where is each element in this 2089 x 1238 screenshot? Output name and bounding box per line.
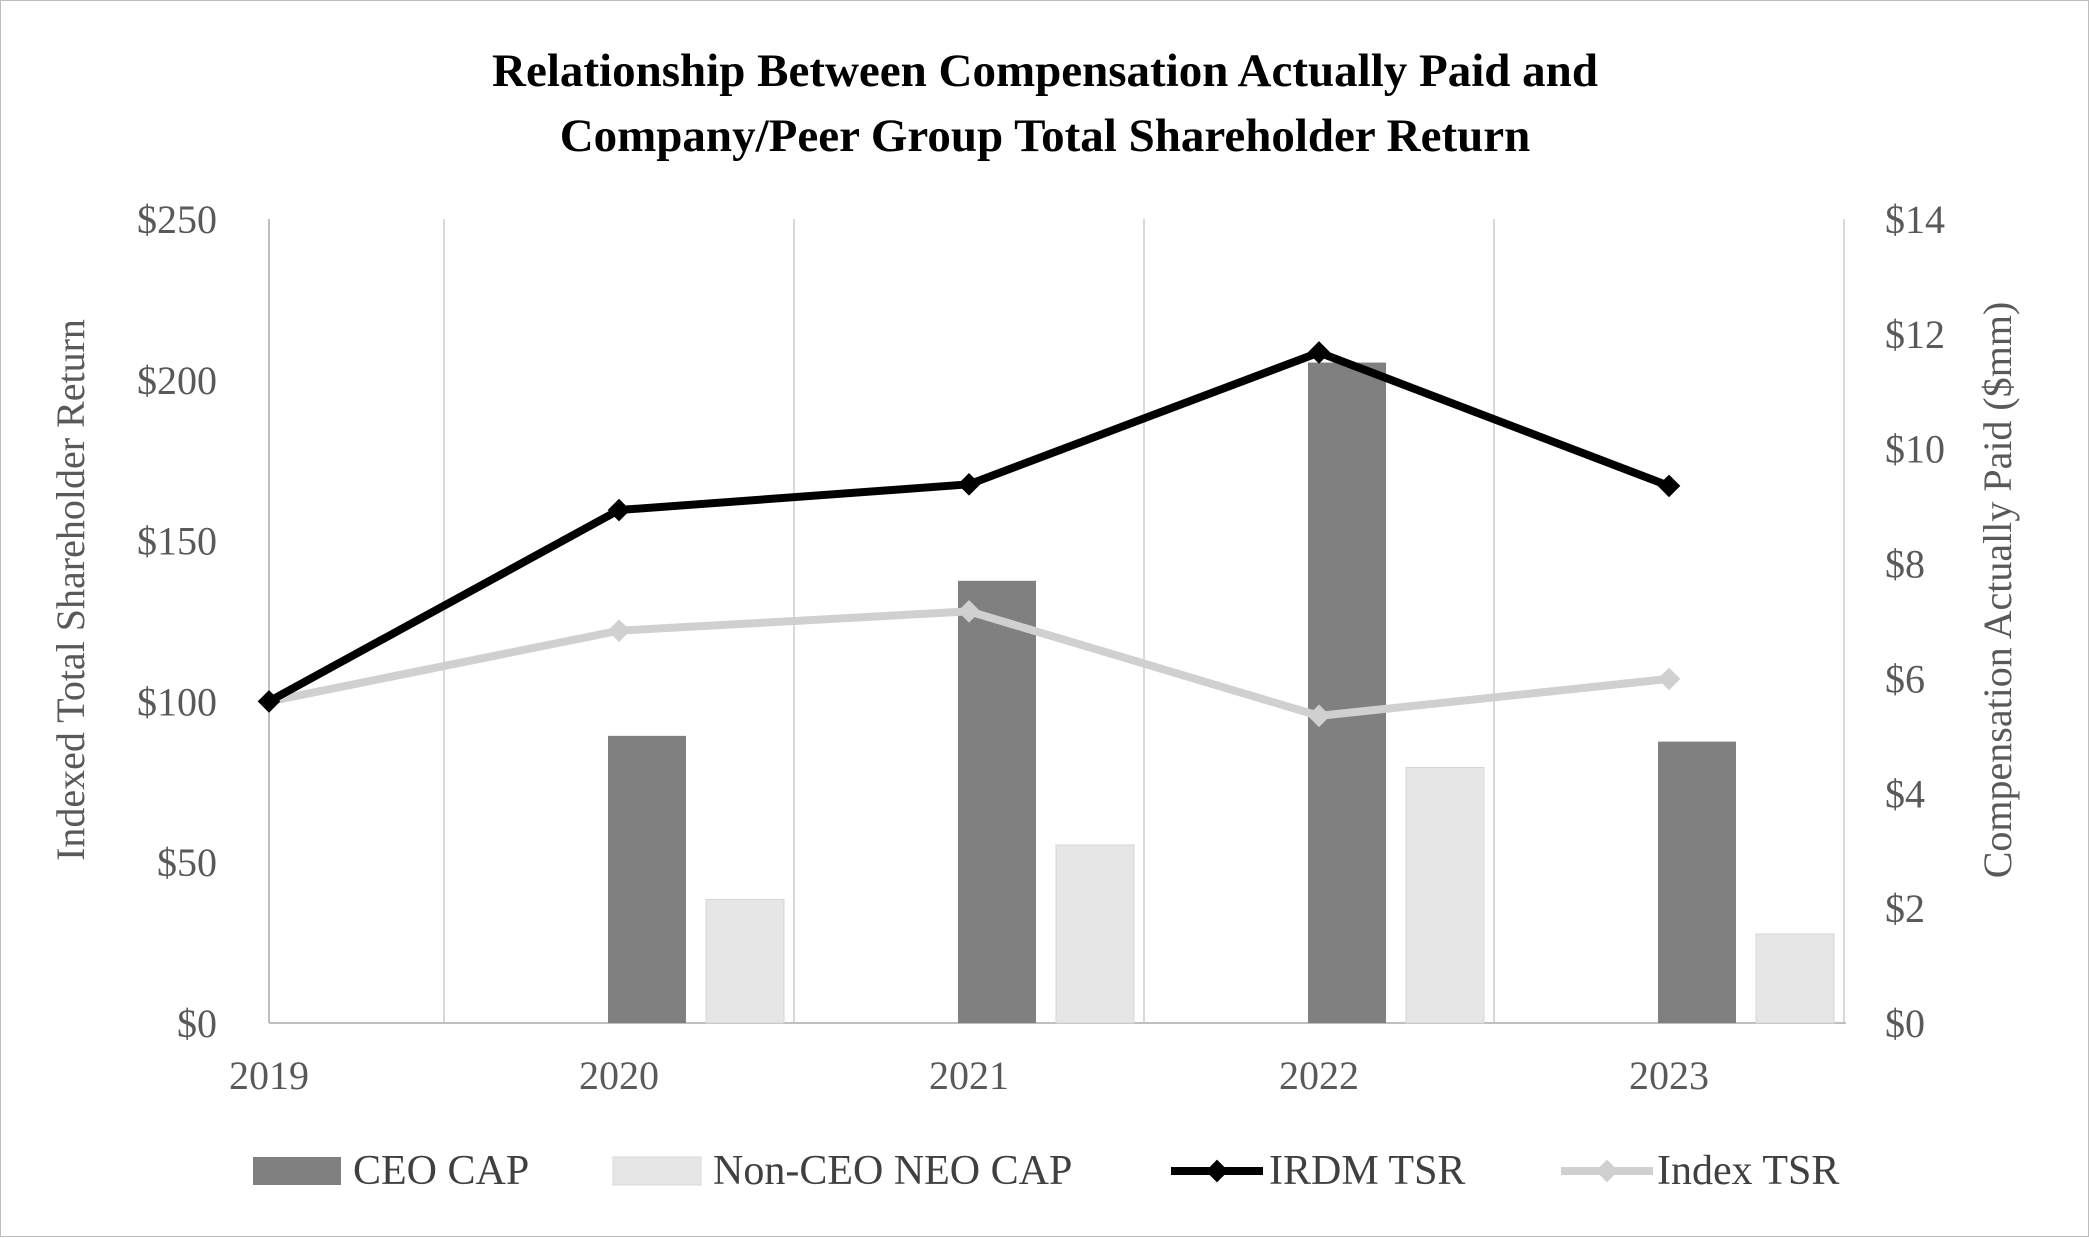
- point-index-tsr: [1657, 667, 1681, 691]
- point-irdm-tsr: [1307, 341, 1331, 364]
- left-axis-title: Indexed Total Shareholder Return: [48, 319, 93, 861]
- legend-label-index-tsr: Index TSR: [1657, 1148, 1839, 1194]
- point-index-tsr: [607, 619, 631, 642]
- right-tick-label: $2: [1885, 886, 1925, 931]
- bar-non-ceo-neo-cap: [1755, 933, 1835, 1024]
- bar-non-ceo-neo-cap: [1405, 766, 1485, 1024]
- bar-ceo-cap: [1308, 362, 1386, 1024]
- legend-label-irdm-tsr: IRDM TSR: [1269, 1148, 1465, 1194]
- bar-ceo-cap: [1658, 741, 1736, 1023]
- right-tick-label: $4: [1885, 771, 1925, 816]
- bar-non-ceo-neo-cap: [705, 899, 785, 1024]
- right-tick-label: $14: [1885, 197, 1945, 242]
- right-axis-title: Compensation Actually Paid ($mm): [1975, 302, 2020, 879]
- point-irdm-tsr: [257, 690, 281, 713]
- category-grid-lines: [443, 219, 1845, 1023]
- bar-group: [608, 362, 1835, 1024]
- point-irdm-tsr: [1657, 474, 1681, 498]
- left-tick-label: $200: [137, 358, 217, 403]
- legend-label-ceo-cap: CEO CAP: [353, 1148, 529, 1194]
- legend-item-irdm-tsr: IRDM TSR: [1171, 1148, 1465, 1194]
- x-tick-label: 2023: [1629, 1053, 1709, 1098]
- bar-ceo-cap: [608, 735, 686, 1023]
- right-tick-label: $0: [1885, 1001, 1925, 1046]
- chart-title-line2: Company/Peer Group Total Shareholder Ret…: [560, 110, 1531, 162]
- bar-ceo-cap: [958, 580, 1036, 1023]
- x-tick-label: 2022: [1279, 1053, 1359, 1098]
- point-index-tsr: [1307, 704, 1331, 728]
- right-tick-label: $10: [1885, 427, 1945, 472]
- x-tick-label: 2019: [229, 1053, 309, 1098]
- point-index-tsr: [957, 600, 981, 623]
- legend-marker-index-tsr: [1595, 1159, 1619, 1183]
- legend-item-ceo-cap: CEO CAP: [253, 1148, 529, 1194]
- legend-swatch-ceo-cap: [253, 1157, 341, 1185]
- x-axis-ticks: 2019 2020 2021 2022 2023: [229, 1053, 1709, 1098]
- right-tick-label: $6: [1885, 656, 1925, 701]
- right-axis-ticks: $0 $2 $4 $6 $8 $10 $12 $14: [1885, 197, 1945, 1046]
- right-tick-label: $12: [1885, 312, 1945, 357]
- x-tick-label: 2020: [579, 1053, 659, 1098]
- legend-label-non-ceo-neo-cap: Non-CEO NEO CAP: [713, 1148, 1072, 1194]
- left-axis-ticks: $0 $50 $100 $150 $200 $250: [137, 197, 217, 1046]
- x-tick-label: 2021: [929, 1053, 1009, 1098]
- legend-marker-irdm-tsr: [1205, 1159, 1229, 1183]
- left-tick-label: $50: [157, 840, 217, 885]
- left-tick-label: $150: [137, 519, 217, 564]
- legend-item-non-ceo-neo-cap: Non-CEO NEO CAP: [612, 1148, 1072, 1194]
- line-group: [257, 341, 1681, 728]
- left-tick-label: $100: [137, 679, 217, 724]
- point-irdm-tsr: [607, 498, 631, 522]
- left-tick-label: $0: [177, 1001, 217, 1046]
- point-irdm-tsr: [957, 473, 981, 496]
- chart-title-line1: Relationship Between Compensation Actual…: [492, 45, 1598, 97]
- legend-swatch-non-ceo-neo-cap: [612, 1156, 702, 1186]
- legend-item-index-tsr: Index TSR: [1561, 1148, 1839, 1194]
- left-tick-label: $250: [137, 197, 217, 242]
- right-tick-label: $8: [1885, 542, 1925, 587]
- legend: CEO CAP Non-CEO NEO CAP IRDM TSR Index T…: [253, 1148, 1839, 1194]
- bar-non-ceo-neo-cap: [1055, 844, 1135, 1024]
